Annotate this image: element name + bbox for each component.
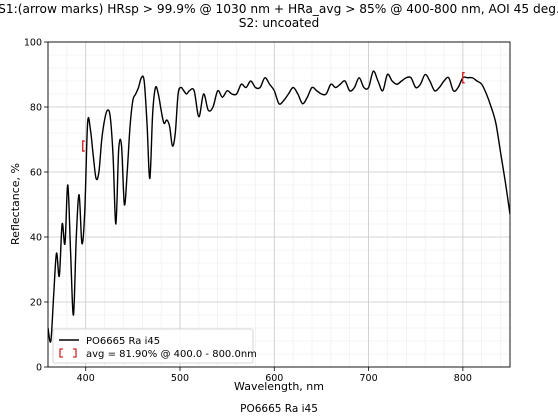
avg-bracket-marker <box>82 140 85 152</box>
x-axis-ticks: 400 500 600 700 800 <box>77 367 472 384</box>
y-tick-label: 100 <box>24 38 42 49</box>
y-axis-label: Reflectance, % <box>9 163 22 245</box>
y-tick-label: 60 <box>30 168 42 179</box>
x-axis-label: Wavelength, nm <box>234 380 324 393</box>
y-tick-label: 0 <box>36 363 42 374</box>
y-tick-label: 80 <box>30 103 42 114</box>
chart-title-line2: S2: uncoated <box>239 16 320 30</box>
y-tick-label: 40 <box>30 233 42 244</box>
x-tick-label: 600 <box>265 373 283 384</box>
chart-title-line1: S1:(arrow marks) HRsp > 99.9% @ 1030 nm … <box>0 2 558 16</box>
y-tick-label: 20 <box>30 298 42 309</box>
x-tick-label: 500 <box>171 373 189 384</box>
x-tick-label: 400 <box>77 373 95 384</box>
series-line <box>48 70 510 343</box>
legend-avg-label: avg = 81.90% @ 400.0 - 800.0nm <box>86 349 257 360</box>
y-axis-ticks: 0 20 40 60 80 100 <box>24 38 48 374</box>
legend: PO6665 Ra i45 avg = 81.90% @ 400.0 - 800… <box>52 328 257 364</box>
plot-frame <box>47 41 511 368</box>
marker-layer <box>82 72 465 152</box>
series-layer <box>48 70 510 343</box>
x-tick-label: 800 <box>454 373 472 384</box>
avg-bracket-marker <box>461 72 465 84</box>
chart-caption: PO6665 Ra i45 <box>240 403 318 415</box>
legend-series-label: PO6665 Ra i45 <box>86 336 160 347</box>
legend-box <box>52 328 254 364</box>
legend-bracket-icon <box>59 348 77 358</box>
x-tick-label: 700 <box>360 373 378 384</box>
